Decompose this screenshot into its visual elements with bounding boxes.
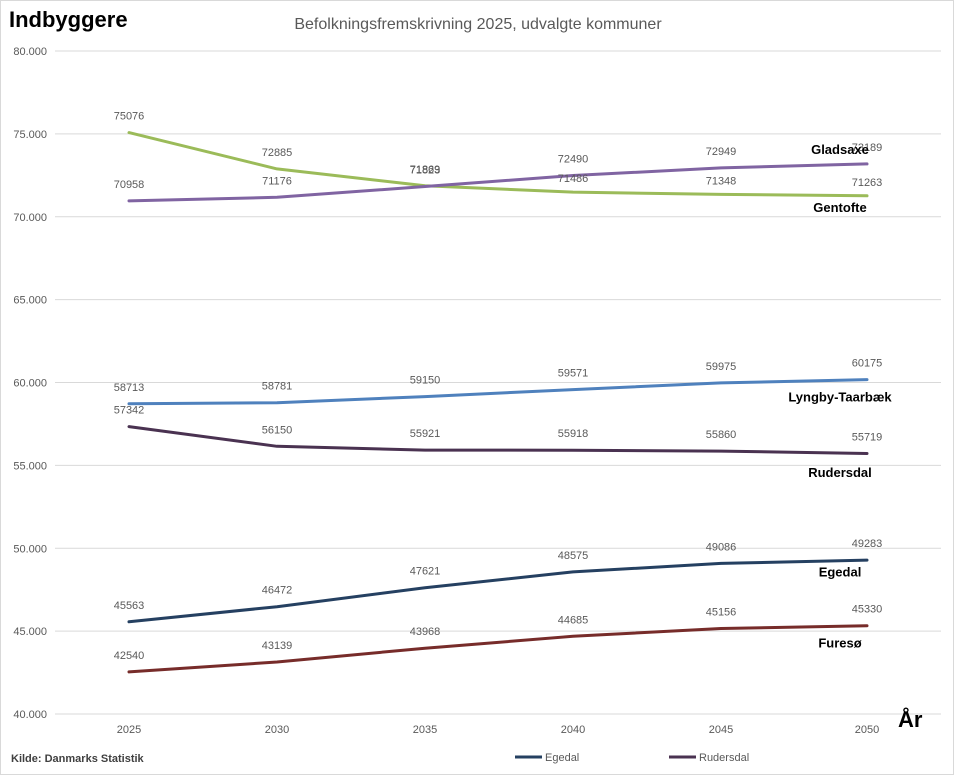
series-name-label: Gladsaxe: [811, 142, 869, 157]
data-label: 47621: [410, 566, 441, 578]
series-lines: [127, 131, 869, 674]
data-label: 45330: [852, 604, 883, 616]
series-line: [127, 558, 869, 624]
data-label: 43139: [262, 640, 293, 652]
data-label: 58781: [262, 381, 293, 393]
data-label: 43968: [410, 626, 441, 638]
series-name-label: Furesø: [818, 636, 861, 651]
y-tick-label: 40.000: [13, 709, 47, 721]
x-tick-label: 2040: [561, 724, 585, 736]
legend: Egedal Rudersdal: [515, 752, 749, 764]
y-tick-label: 75.000: [13, 129, 47, 141]
data-label: 44685: [558, 614, 589, 626]
data-label: 55719: [852, 431, 883, 443]
series-name-label: Egedal: [819, 564, 862, 579]
series-name-label: Gentofte: [813, 200, 866, 215]
data-label: 71823: [410, 165, 441, 177]
data-label: 71176: [262, 175, 292, 187]
source-note: Kilde: Danmarks Statistik: [11, 753, 145, 765]
y-tick-label: 80.000: [13, 46, 47, 58]
y-tick-label: 45.000: [13, 626, 47, 638]
data-label: 48575: [558, 550, 589, 562]
series-labels: Gladsaxe Gentofte Lyngby-Taarbæk Rudersdal E…: [788, 142, 892, 651]
data-label: 59571: [558, 368, 589, 380]
y-axis-ticks: 40.000 45.000 50.000 55.000 60.000 65.000 70.0…: [13, 46, 47, 721]
data-label: 55860: [706, 429, 737, 441]
x-axis-title: År: [898, 706, 923, 732]
x-tick-label: 2035: [413, 724, 437, 736]
series-line: [127, 131, 869, 198]
data-label: 42540: [114, 650, 145, 662]
legend-label: Rudersdal: [699, 752, 749, 764]
x-axis-ticks: 2025 2030 2035 2040 2045 2050: [117, 724, 879, 736]
data-label: 71263: [852, 177, 883, 189]
data-labels: 75076 72885 71869 71486 71348 71263 70958 71176…: [114, 111, 883, 662]
data-label: 71348: [706, 175, 737, 187]
legend-label: Egedal: [545, 752, 579, 764]
y-tick-label: 65.000: [13, 295, 47, 307]
data-label: 72490: [558, 153, 589, 165]
data-label: 55918: [558, 428, 589, 440]
series-line: [127, 378, 869, 406]
data-label: 72949: [706, 146, 737, 158]
data-label: 45563: [114, 600, 145, 612]
chart-title: Befolkningsfremskrivning 2025, udvalgte …: [294, 16, 662, 33]
x-tick-label: 2050: [855, 724, 879, 736]
data-label: 59975: [706, 361, 737, 373]
data-label: 49086: [706, 541, 737, 553]
data-label: 45156: [706, 607, 737, 619]
gridlines: [55, 50, 941, 715]
data-label: 59150: [410, 375, 441, 387]
data-label: 46472: [262, 585, 293, 597]
y-tick-label: 70.000: [13, 212, 47, 224]
x-tick-label: 2045: [709, 724, 733, 736]
x-tick-label: 2025: [117, 724, 141, 736]
y-tick-label: 60.000: [13, 378, 47, 390]
x-tick-label: 2030: [265, 724, 289, 736]
series-line: [127, 624, 869, 674]
series-name-label: Rudersdal: [808, 465, 872, 480]
data-label: 73189: [852, 142, 883, 154]
data-label: 70958: [114, 179, 145, 191]
data-label: 58713: [114, 382, 145, 394]
data-label: 56150: [262, 424, 293, 436]
series-line: [127, 162, 869, 203]
series-line: [127, 425, 869, 455]
y-tick-label: 55.000: [13, 460, 47, 472]
data-label: 57342: [114, 405, 145, 417]
data-label: 60175: [852, 358, 883, 370]
data-label: 72885: [262, 147, 293, 159]
data-label: 49283: [852, 538, 883, 550]
data-label: 75076: [114, 111, 145, 123]
data-label: 55921: [410, 428, 441, 440]
y-tick-label: 50.000: [13, 543, 47, 555]
y-axis-title: Indbyggere: [9, 7, 128, 32]
series-name-label: Lyngby-Taarbæk: [788, 390, 892, 405]
data-label: 71869: [410, 164, 441, 176]
data-label: 71486: [558, 173, 589, 185]
